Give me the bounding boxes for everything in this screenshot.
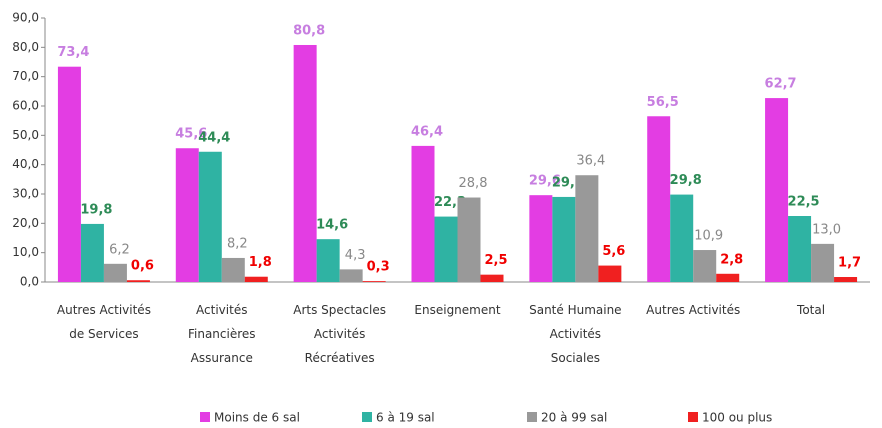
- value-label: 44,4: [198, 130, 230, 145]
- y-tick-label: 30,0: [12, 187, 39, 201]
- bar: [647, 116, 671, 283]
- bar: [457, 197, 481, 282]
- bar: [552, 196, 576, 282]
- y-tick-label: 50,0: [12, 128, 39, 142]
- y-tick-label: 0,0: [20, 275, 39, 289]
- value-label: 80,8: [293, 23, 325, 38]
- bar: [716, 273, 740, 282]
- value-label: 73,4: [57, 45, 89, 60]
- bar: [293, 44, 317, 283]
- legend-swatch: [362, 412, 372, 422]
- x-label-box: Autres Activités de Services: [56, 303, 151, 341]
- x-label-box: Autres Activités: [646, 303, 741, 317]
- bar: [434, 216, 458, 282]
- y-tick-label: 70,0: [12, 69, 39, 83]
- y-tick-label: 10,0: [12, 245, 39, 259]
- value-label: 6,2: [109, 242, 130, 257]
- bar: [670, 194, 694, 282]
- bar: [575, 175, 599, 282]
- value-label: 5,6: [602, 244, 625, 259]
- y-tick-label: 20,0: [12, 216, 39, 230]
- x-tick-label: Santé Humaine Activités Sociales: [529, 303, 622, 365]
- value-label: 1,8: [249, 255, 272, 270]
- value-label: 10,9: [694, 229, 723, 244]
- value-label: 45,6: [175, 127, 207, 142]
- x-label-box: Enseignement: [414, 303, 501, 317]
- x-tick-label: Arts Spectacles Activités Récréatives: [293, 303, 386, 365]
- y-tick-label: 90,0: [12, 11, 39, 25]
- y-tick-label: 40,0: [12, 157, 39, 171]
- value-label: 56,5: [647, 95, 679, 110]
- bar: [811, 243, 835, 282]
- bar: [693, 250, 717, 282]
- bar: [411, 145, 435, 282]
- x-label-box: Santé Humaine Activités Sociales: [529, 303, 622, 365]
- value-label: 2,8: [720, 252, 743, 267]
- value-label: 22,5: [788, 195, 820, 210]
- x-tick-label: Total: [797, 303, 826, 317]
- x-label-box: Total: [797, 303, 826, 317]
- bar: [765, 98, 789, 282]
- bar: [103, 263, 127, 282]
- value-label: 13,0: [812, 222, 841, 237]
- bar: [788, 216, 812, 282]
- legend-swatch: [688, 412, 698, 422]
- value-label: 1,7: [838, 256, 861, 271]
- value-label: 8,2: [227, 236, 248, 251]
- bar: [221, 257, 245, 282]
- value-label: 28,8: [459, 176, 488, 191]
- bar: [480, 274, 504, 282]
- y-tick-label: 80,0: [12, 40, 39, 54]
- value-label: 0,3: [367, 260, 390, 275]
- x-tick-label: Activités Financières Assurance: [187, 303, 256, 365]
- legend-swatch: [527, 412, 537, 422]
- value-label: 36,4: [576, 154, 605, 169]
- value-label: 29,8: [670, 173, 702, 188]
- legend-swatch: [200, 412, 210, 422]
- bar: [175, 148, 199, 282]
- bar: [598, 265, 622, 282]
- value-label: 19,8: [80, 202, 112, 217]
- legend-label: 6 à 19 sal: [376, 411, 435, 425]
- x-label-box: Activités Financières Assurance: [187, 303, 256, 365]
- bar: [316, 239, 340, 282]
- value-label: 2,5: [484, 253, 507, 268]
- x-label-box: Arts Spectacles Activités Récréatives: [293, 303, 386, 365]
- value-label: 29,6: [529, 174, 561, 189]
- bar: [244, 276, 268, 282]
- value-label: 62,7: [765, 77, 797, 92]
- bar: [126, 280, 150, 282]
- bar: [834, 277, 858, 282]
- y-tick-label: 60,0: [12, 99, 39, 113]
- bar: [529, 195, 553, 282]
- bar: [339, 269, 363, 282]
- legend-label: 100 ou plus: [702, 411, 772, 425]
- x-tick-label: Enseignement: [414, 303, 501, 317]
- bar: [57, 66, 81, 283]
- value-label: 14,6: [316, 218, 348, 233]
- bar: [362, 281, 386, 282]
- value-label: 4,3: [345, 248, 366, 263]
- legend-label: 20 à 99 sal: [541, 411, 607, 425]
- bar: [80, 223, 104, 282]
- x-tick-label: Autres Activités: [646, 303, 741, 317]
- bar: [198, 151, 222, 282]
- value-label: 0,6: [131, 259, 154, 274]
- legend-label: Moins de 6 sal: [214, 411, 300, 425]
- x-tick-label: Autres Activités de Services: [56, 303, 151, 341]
- value-label: 46,4: [411, 124, 443, 139]
